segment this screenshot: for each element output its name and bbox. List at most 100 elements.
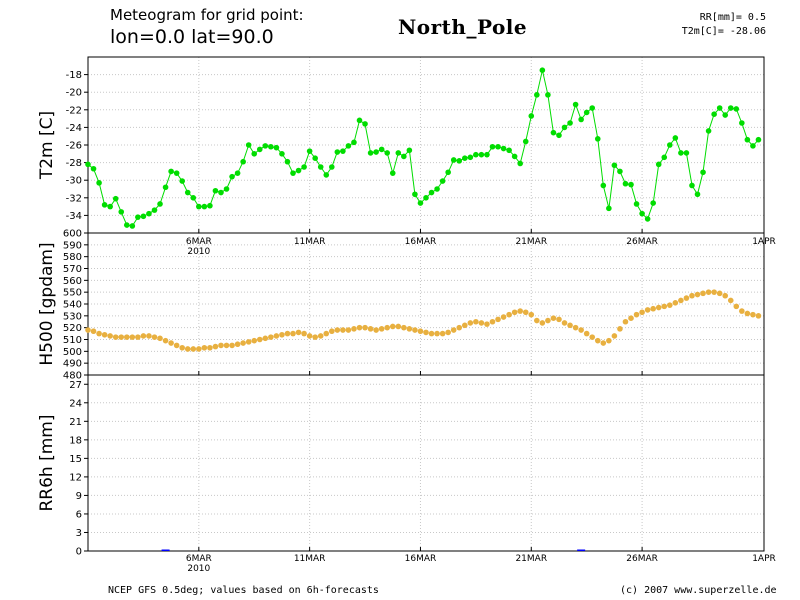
- t2m-point: [212, 187, 219, 194]
- x-tick-label-lower: 16MAR: [405, 554, 437, 564]
- t2m-point: [367, 150, 374, 156]
- h500-point: [561, 320, 568, 326]
- h500-point: [240, 340, 246, 346]
- h500-point: [750, 311, 756, 318]
- rr6h-bar: [161, 549, 170, 551]
- t2m-point: [450, 157, 457, 163]
- h500-y-tick-label: 520: [63, 323, 82, 334]
- h500-point: [622, 318, 629, 325]
- h500-y-tick-label: 590: [63, 240, 82, 251]
- h500-point: [384, 324, 391, 331]
- x-tick-label-upper: 1APR: [752, 237, 776, 247]
- h500-point: [279, 331, 285, 338]
- t2m-point: [262, 143, 269, 149]
- h500-point: [406, 326, 413, 332]
- h500-point: [583, 330, 590, 337]
- h500-point: [744, 310, 751, 317]
- h500-point: [733, 303, 740, 310]
- t2m-point: [639, 210, 645, 217]
- t2m-point: [218, 189, 224, 196]
- t2m-point: [323, 172, 330, 178]
- t2m-y-tick-label: -24: [66, 123, 82, 134]
- copyright-note: (c) 2007 www.superzelle.de: [620, 585, 777, 596]
- t2m-point: [522, 138, 529, 145]
- h500-point: [173, 342, 180, 349]
- rr-total-readout: RR[mm]= 0.5: [699, 12, 766, 23]
- h500-point: [245, 339, 252, 345]
- t2m-y-tick-label: -32: [66, 193, 82, 204]
- t2m-point: [572, 101, 579, 108]
- t2m-point: [96, 180, 102, 186]
- h500-y-tick-label: 540: [63, 300, 82, 311]
- rr6h-y-tick-label: 12: [69, 472, 82, 483]
- t2m-y-tick-label: -18: [66, 70, 82, 81]
- h500-point: [556, 316, 562, 323]
- h500-point: [500, 314, 507, 320]
- t2m-point: [445, 169, 451, 176]
- t2m-point: [583, 109, 590, 116]
- t2m-point: [223, 186, 230, 192]
- h500-point: [650, 305, 656, 312]
- h500-point: [683, 295, 690, 301]
- h500-y-tick-label: 480: [63, 371, 82, 382]
- h500-point: [323, 330, 330, 337]
- t2m-point: [672, 135, 679, 141]
- t2m-point: [229, 173, 235, 180]
- h500-point: [456, 324, 463, 331]
- h500-point: [401, 324, 407, 331]
- h500-point: [506, 311, 512, 318]
- h500-point: [284, 330, 291, 337]
- h500-point: [545, 317, 551, 324]
- t2m-point: [251, 151, 258, 157]
- h500-point: [223, 342, 230, 349]
- t2m-point: [534, 92, 540, 98]
- rr6h-y-tick-label: 9: [76, 491, 82, 502]
- t2m-point: [439, 178, 446, 184]
- h500-point: [329, 328, 335, 335]
- t2m-point: [279, 151, 285, 157]
- rr6h-y-tick-label: 0: [76, 547, 82, 558]
- h500-point: [135, 334, 141, 340]
- t2m-point: [101, 202, 108, 208]
- h500-point: [478, 320, 485, 326]
- rr6h-y-tick-label: 18: [69, 435, 82, 446]
- h500-point: [107, 333, 113, 339]
- h500-point: [306, 333, 313, 339]
- x-tick-label-upper: 6MAR: [186, 237, 212, 247]
- t2m-y-tick-label: -30: [66, 176, 82, 187]
- x-tick-label-lower: 6MAR: [186, 554, 212, 564]
- h500-y-tick-label: 530: [63, 311, 82, 322]
- rr6h-y-tick-label: 3: [76, 528, 82, 539]
- t2m-point: [423, 195, 429, 201]
- t2m-point: [727, 105, 734, 111]
- t2m-point: [351, 139, 357, 146]
- t2m-point: [655, 161, 662, 168]
- t2m-point: [135, 214, 141, 220]
- h500-point: [212, 343, 219, 350]
- t2m-point: [362, 121, 368, 127]
- rr6h-axis-label: RR6h [mm]: [37, 414, 57, 511]
- h500-point: [727, 297, 734, 304]
- h500-point: [140, 333, 147, 339]
- t2m-point: [306, 148, 313, 154]
- t2m-point: [633, 201, 640, 207]
- t2m-point: [162, 184, 169, 191]
- h500-point: [412, 327, 418, 333]
- h500-y-tick-label: 580: [63, 252, 82, 263]
- h500-point: [517, 308, 523, 314]
- t2m-point: [112, 195, 119, 202]
- h500-point: [229, 342, 235, 349]
- h500-point: [611, 333, 618, 339]
- h500-point: [722, 292, 729, 299]
- h500-point: [572, 324, 579, 331]
- h500-point: [423, 329, 429, 336]
- h500-point: [628, 315, 634, 322]
- t2m-point: [606, 205, 612, 212]
- h500-y-tick-label: 510: [63, 335, 82, 346]
- h500-y-tick-label: 560: [63, 276, 82, 287]
- h500-point: [467, 320, 474, 326]
- h500-axis-label: H500 [gpdam]: [37, 242, 57, 365]
- h500-point: [85, 327, 91, 333]
- x-tick-label-lower: 1APR: [752, 554, 776, 564]
